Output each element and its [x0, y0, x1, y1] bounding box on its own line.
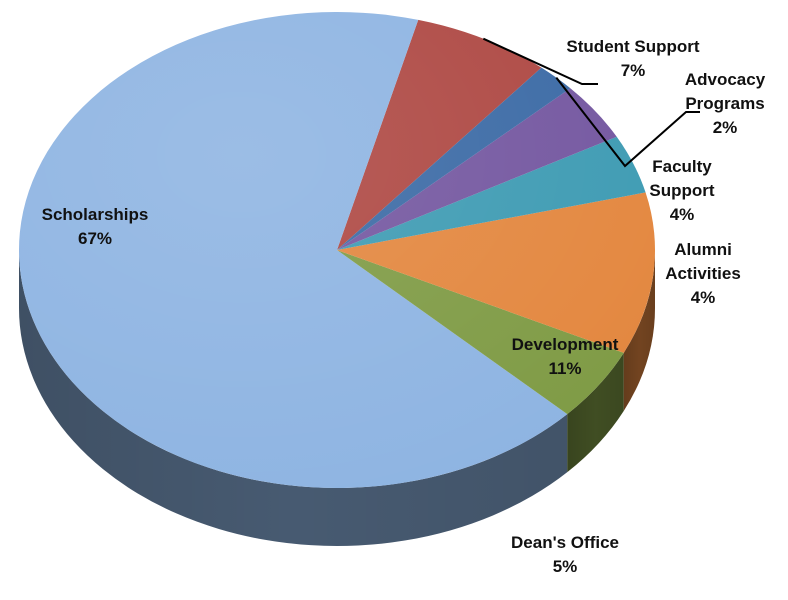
slice-labels: Student Support 7% Scholarships 67% Dean's O… [42, 37, 766, 576]
slice-percent: 2% [713, 118, 738, 137]
slice-percent: 4% [670, 205, 695, 224]
slice-label-line: Dean's Office [511, 533, 619, 552]
pie-slices [19, 12, 655, 488]
slice-label-scholarships: Scholarships 67% [42, 205, 149, 248]
pie-wall-shade-dean-s-office [567, 352, 624, 473]
pie-wall-shade-development [623, 250, 655, 411]
slice-label-line: Activities [665, 264, 741, 283]
slice-label-line: Alumni [674, 240, 732, 259]
slice-label-development: Development 11% [512, 335, 619, 378]
slice-label-dean-s-office: Dean's Office 5% [511, 533, 619, 576]
leader-line-student-support [482, 37, 598, 85]
slice-label-line: Programs [685, 94, 764, 113]
slice-label-advocacy-programs: Advocacy Programs 2% [685, 70, 766, 137]
slice-percent: 4% [691, 288, 716, 307]
slice-percent: 7% [621, 61, 646, 80]
leader-line-advocacy-programs [555, 77, 700, 168]
slice-label-line: Scholarships [42, 205, 149, 224]
slice-label-line: Development [512, 335, 619, 354]
pie-wall-shade-scholarships [19, 250, 568, 546]
slice-label-line: Advocacy [685, 70, 766, 89]
pie-side-walls [19, 250, 655, 546]
slice-label-alumni-activities: Alumni Activities 4% [665, 240, 741, 307]
slice-percent: 5% [553, 557, 578, 576]
pie-top-shine [19, 12, 655, 488]
slice-label-student-support: Student Support 7% [566, 37, 699, 80]
slice-label-line: Student Support [566, 37, 699, 56]
slice-label-line: Support [649, 181, 714, 200]
slice-percent: 11% [548, 359, 581, 378]
slice-label-faculty-support: Faculty Support 4% [649, 157, 714, 224]
slice-label-line: Faculty [652, 157, 712, 176]
slice-percent: 67% [78, 229, 112, 248]
leader-lines [482, 37, 700, 168]
